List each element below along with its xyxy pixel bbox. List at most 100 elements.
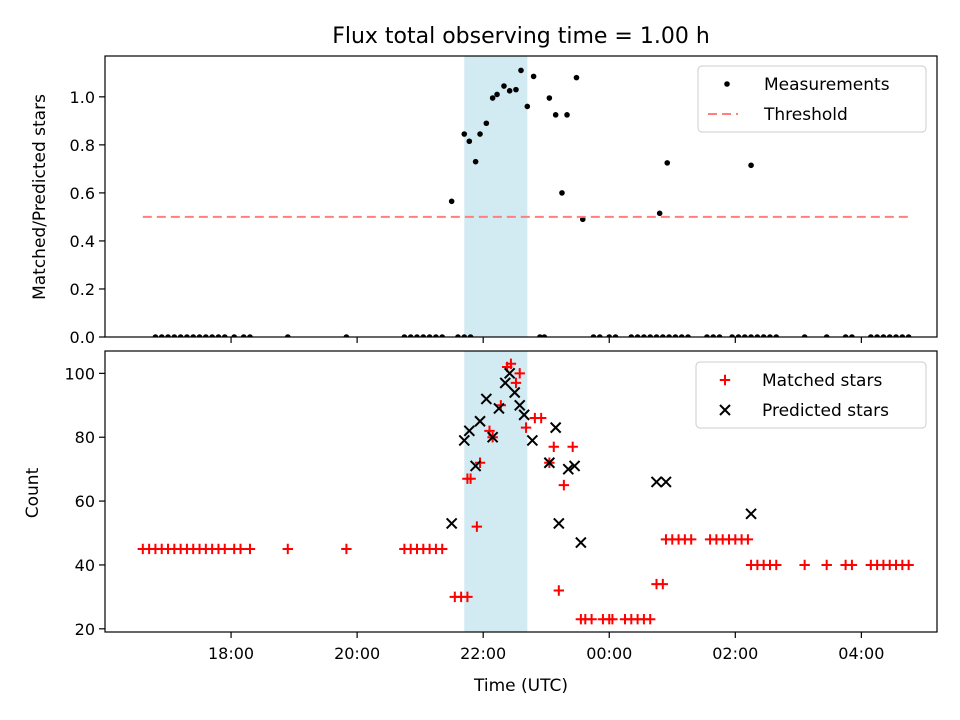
measurements-point xyxy=(672,334,679,337)
matched-stars-point xyxy=(437,543,448,555)
measurements-point xyxy=(240,334,247,337)
measurements-point xyxy=(494,91,500,98)
x-axis-label: Time (UTC) xyxy=(473,676,568,696)
matched-stars-point xyxy=(553,585,565,596)
legend-measurements-swatch xyxy=(724,81,730,87)
y-tick-label: 0.8 xyxy=(70,136,95,155)
matched-stars-point xyxy=(645,614,656,625)
predicted-stars-point xyxy=(660,476,672,488)
matched-stars-point xyxy=(535,412,547,424)
measurements-point xyxy=(849,334,855,337)
measurements-point xyxy=(678,334,685,337)
x-tick-label: 00:00 xyxy=(586,644,632,663)
measurements-point xyxy=(880,334,887,337)
measurements-point xyxy=(590,334,597,337)
measurements-point xyxy=(710,334,717,337)
measurements-point xyxy=(666,334,672,337)
measurements-point xyxy=(823,334,830,337)
measurements-point xyxy=(893,334,899,337)
predicted-stars-point xyxy=(650,476,663,488)
measurements-point xyxy=(448,198,455,205)
predicted-stars-point xyxy=(514,399,526,411)
measurements-point xyxy=(530,73,537,80)
matched-stars-point xyxy=(514,368,525,379)
matched-stars-point xyxy=(657,578,669,590)
matched-stars-point xyxy=(548,441,559,452)
legend-predicted-stars-label: Predicted stars xyxy=(762,401,889,421)
predicted-stars-point xyxy=(463,425,476,437)
measurements-point xyxy=(414,334,420,337)
measurements-point xyxy=(461,334,468,337)
measurements-point xyxy=(177,334,184,337)
matched-stars-point xyxy=(685,534,697,545)
predicted-stars-point xyxy=(543,457,556,469)
legend-box xyxy=(697,65,927,133)
legend-box xyxy=(695,361,927,429)
measurements-point xyxy=(842,334,849,337)
measurements-point xyxy=(656,210,663,217)
predicted-stars-point xyxy=(568,460,581,472)
measurements-point xyxy=(506,88,513,94)
measurements-point xyxy=(754,334,761,337)
measurements-point xyxy=(685,334,691,337)
predicted-stars-point xyxy=(493,402,505,415)
matched-stars-point xyxy=(505,358,517,369)
measurements-point xyxy=(647,334,654,337)
matched-stars-point xyxy=(771,559,782,571)
measurements-point xyxy=(741,334,748,337)
measurements-point xyxy=(748,162,754,169)
predicted-stars-point xyxy=(549,421,562,434)
matched-stars-point xyxy=(558,479,570,491)
legend-measurements-label: Measurements xyxy=(764,75,890,95)
matched-stars-point xyxy=(586,614,597,625)
count-axes-frame xyxy=(104,350,938,633)
measurements-point xyxy=(596,334,603,337)
measurements-point xyxy=(489,95,496,101)
measurements-point xyxy=(735,334,742,337)
legend-threshold-label: Threshold xyxy=(763,105,848,125)
matched-stars-point xyxy=(462,591,473,603)
predicted-stars-point xyxy=(745,508,757,520)
measurements-point xyxy=(184,334,190,337)
matched-stars-point xyxy=(903,559,914,571)
chart-title: Flux total observing time = 1.00 h xyxy=(332,24,710,49)
measurements-point xyxy=(203,334,209,337)
measurements-point xyxy=(660,334,666,337)
matched-stars-point xyxy=(282,543,293,555)
measurements-point xyxy=(472,158,479,165)
matched-stars-point xyxy=(341,543,352,555)
observation-window-span xyxy=(464,351,528,632)
measurements-point xyxy=(559,190,565,196)
observation-window-span xyxy=(464,56,528,337)
measurements-point xyxy=(524,103,531,110)
measurements-point xyxy=(773,334,780,337)
measurements-point xyxy=(152,334,159,337)
measurements-point xyxy=(760,334,767,337)
measurements-point xyxy=(284,334,291,337)
matched-stars-point xyxy=(520,422,532,433)
measurements-point xyxy=(664,160,671,166)
y-tick-label: 40 xyxy=(75,556,95,575)
predicted-stars-point xyxy=(553,517,565,530)
measurements-point xyxy=(729,334,735,337)
predicted-stars-point xyxy=(526,434,539,447)
predicted-stars-point xyxy=(486,431,499,443)
matched-stars-point xyxy=(465,473,476,484)
measurements-point xyxy=(653,334,660,337)
measurements-point xyxy=(466,138,473,145)
predicted-stars-point xyxy=(469,460,482,472)
measurements-point xyxy=(748,334,754,337)
measurements-point xyxy=(461,131,468,137)
predicted-stars-point xyxy=(480,393,493,405)
predicted-stars-point xyxy=(562,463,574,475)
matched-stars-point xyxy=(799,559,810,571)
measurements-point xyxy=(420,334,427,337)
y-tick-label: 20 xyxy=(75,620,95,639)
y-tick-label: 0.0 xyxy=(70,328,95,347)
ratio-axes-frame xyxy=(104,55,938,338)
y-tick-label: 0.4 xyxy=(70,232,95,251)
x-tick-label: 22:00 xyxy=(460,644,506,663)
measurements-point xyxy=(537,334,543,337)
measurements-point xyxy=(158,334,165,337)
